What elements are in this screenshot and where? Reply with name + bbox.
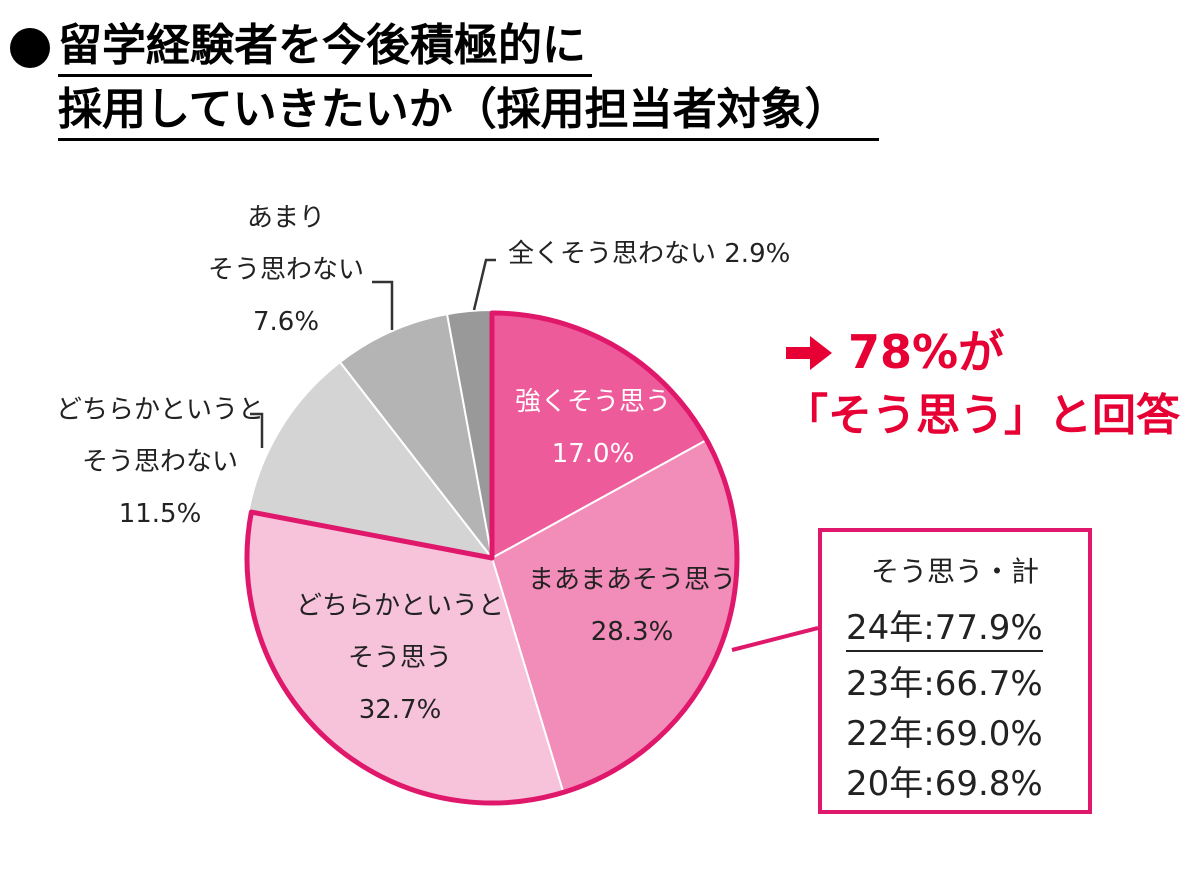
slice-label-text: そう思う (347, 643, 452, 673)
slice-label-text: まあまあそう思う (527, 565, 736, 595)
slice-value-text: 17.0% (551, 439, 635, 469)
agree-highlight-outline (244, 310, 740, 806)
title-line-1: 留学経験者を今後積極的に (58, 18, 592, 77)
bullet-icon (10, 28, 50, 68)
slice-value-text: 11.5% (118, 499, 202, 529)
summary-box: そう思う・計 24年:77.9% 23年:66.7% 22年:69.0% 20年… (818, 528, 1092, 814)
slice-value-text: 7.6% (252, 307, 320, 337)
slice-label-rather-disagree: どちらかというと そう思わない 11.5% (40, 384, 280, 540)
arrow-right-icon (786, 336, 832, 370)
summary-row-2022: 22年:69.0% (846, 714, 1043, 754)
callout-percentage: 78%が (848, 325, 1005, 379)
pie-slice-rather-agree (243, 510, 566, 807)
slice-label-text: そう思わない (81, 447, 238, 477)
summary-row-2024: 24年:77.9% (846, 606, 1043, 652)
slice-label-text: そう思わない (207, 255, 364, 285)
pie-slice-rather-disagree (247, 360, 495, 560)
slice-label-text: 強くそう思う (514, 387, 671, 417)
summary-connector (731, 626, 819, 652)
summary-row-2020: 20年:69.8% (846, 764, 1043, 804)
callout-text: 「そう思う」と回答 (784, 390, 1180, 441)
leader-line-not-at-all-agree (472, 258, 496, 311)
slice-label-strongly-agree: 強くそう思う 17.0% (493, 376, 693, 480)
pie-slice-not-really-agree (338, 312, 493, 559)
leader-line-rather-disagree (250, 412, 264, 448)
slice-value-text: 32.7% (358, 695, 442, 725)
summary-connector-line (731, 626, 819, 652)
pie-slice-not-at-all-agree (445, 308, 493, 559)
title-line-2: 採用していきたいか（採用担当者対象） (58, 82, 879, 141)
slice-label-text: あまり (246, 203, 325, 233)
slice-label-not-at-all-agree: 全くそう思わない 2.9% (508, 228, 790, 280)
highlight-outline-path (244, 310, 740, 806)
slice-label-rather-agree: どちらかというと そう思う 32.7% (280, 580, 520, 736)
summary-row-2023: 23年:66.7% (846, 664, 1043, 704)
leader-line-not-really-agree (372, 280, 394, 330)
pie-slices (243, 308, 741, 807)
slice-label-text: どちらかというと (55, 395, 264, 425)
slice-label-text: どちらかというと (295, 591, 504, 621)
slice-label-somewhat-agree: まあまあそう思う 28.3% (512, 554, 752, 658)
slice-label-not-really-agree: あまり そう思わない 7.6% (196, 192, 376, 348)
pie-slice-somewhat-agree (490, 437, 741, 797)
slice-value-text: 28.3% (590, 617, 674, 647)
leader-lines (250, 258, 496, 448)
slice-label-text: 全くそう思わない 2.9% (508, 239, 791, 269)
summary-title: そう思う・計 (870, 555, 1039, 588)
